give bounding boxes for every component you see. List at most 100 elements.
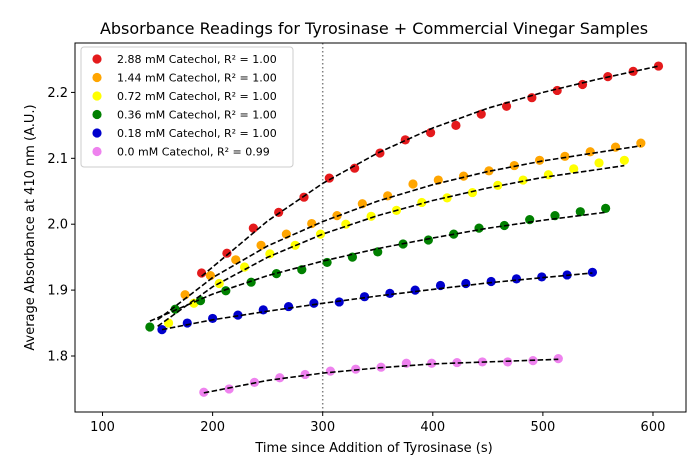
- data-point-series-5: [224, 384, 234, 394]
- x-axis-label: Time since Addition of Tyrosinase (s): [254, 441, 492, 456]
- legend-marker-series-5: [92, 146, 102, 157]
- legend-marker-series-1: [92, 72, 102, 83]
- data-point-series-0: [299, 192, 309, 202]
- data-point-series-3: [601, 203, 611, 213]
- data-point-series-0: [324, 173, 334, 183]
- x-tick-label: 600: [641, 420, 666, 435]
- data-point-series-5: [351, 364, 361, 374]
- legend: 2.88 mM Catechol, R² = 1.00 1.44 mM Catec…: [80, 46, 294, 168]
- data-point-series-4: [309, 298, 319, 308]
- data-point-series-1: [180, 290, 190, 300]
- data-point-series-3: [297, 265, 307, 275]
- data-point-series-4: [587, 267, 598, 277]
- axis-ticks: 100 200 300 400 500 600 1.8 1.9 2.0 2.1 2.2: [47, 86, 665, 435]
- data-point-series-5: [452, 357, 462, 368]
- legend-marker-series-3: [92, 109, 102, 120]
- data-point-series-0: [577, 79, 588, 90]
- data-point-series-0: [274, 207, 284, 217]
- x-tick-label: 100: [90, 420, 115, 435]
- data-point-series-4: [537, 272, 547, 282]
- axes-frame: [74, 42, 687, 413]
- data-point-series-1: [307, 218, 317, 229]
- data-point-series-4: [486, 276, 496, 287]
- data-point-series-2: [569, 164, 579, 174]
- data-point-series-2: [265, 249, 275, 259]
- data-point-series-3: [246, 277, 256, 287]
- data-point-series-0: [451, 120, 461, 130]
- data-point-series-5: [553, 354, 563, 364]
- legend-label-series-1: 1.44 mM Catechol, R² = 1.00: [117, 72, 277, 85]
- data-point-series-4: [385, 288, 395, 298]
- data-point-series-0: [425, 128, 436, 138]
- data-point-series-1: [585, 147, 595, 157]
- fit-line-series-4: [161, 272, 593, 331]
- data-point-series-3: [271, 269, 282, 279]
- data-point-series-4: [334, 297, 344, 307]
- data-point-series-0: [375, 148, 385, 158]
- data-point-series-2: [239, 262, 250, 272]
- data-point-series-4: [461, 278, 471, 289]
- data-point-series-5: [275, 373, 285, 383]
- legend-box: [80, 46, 294, 168]
- data-point-series-2: [543, 170, 553, 180]
- y-axis-label: Average Absorbance at 410 nm (A.U.): [23, 104, 38, 350]
- y-tick-label: 2.2: [47, 86, 68, 101]
- x-tick-label: 500: [530, 420, 555, 435]
- legend-marker-series-2: [92, 91, 102, 101]
- data-point-series-0: [501, 101, 512, 111]
- legend-label-series-4: 0.18 mM Catechol, R² = 1.00: [117, 127, 277, 140]
- data-point-series-0: [350, 163, 360, 173]
- data-point-series-4: [511, 274, 522, 284]
- legend-label-series-5: 0.0 mM Catechol, R² = 0.99: [117, 146, 270, 159]
- data-point-series-4: [157, 325, 167, 335]
- data-point-series-3: [550, 211, 560, 221]
- data-point-series-0: [527, 93, 537, 103]
- data-point-series-5: [427, 358, 437, 368]
- x-tick-label: 300: [310, 420, 335, 435]
- data-point-series-1: [560, 151, 570, 161]
- fit-line-series-0: [201, 65, 659, 277]
- data-point-series-4: [283, 301, 294, 312]
- y-tick-label: 2.0: [47, 218, 68, 233]
- data-point-series-2: [467, 187, 478, 198]
- legend-label-series-0: 2.88 mM Catechol, R² = 1.00: [117, 53, 277, 66]
- data-point-series-0: [653, 61, 664, 71]
- legend-label-series-2: 0.72 mM Catechol, R² = 1.00: [117, 90, 277, 103]
- data-point-series-3: [423, 235, 433, 245]
- data-point-series-1: [484, 166, 494, 176]
- x-tick-label: 400: [420, 420, 445, 435]
- data-point-series-4: [410, 285, 420, 295]
- data-point-series-3: [575, 207, 585, 217]
- data-point-series-2: [315, 229, 326, 239]
- data-point-series-0: [222, 248, 232, 258]
- data-point-series-2: [442, 193, 452, 203]
- plot-area: [145, 43, 664, 412]
- chart-title: Absorbance Readings for Tyrosinase + Com…: [100, 19, 648, 38]
- fit-line-series-1: [157, 145, 642, 321]
- data-point-series-2: [594, 158, 604, 168]
- data-point-series-5: [325, 366, 336, 376]
- data-point-series-0: [248, 223, 258, 233]
- data-point-series-3: [145, 322, 155, 332]
- data-point-series-2: [619, 155, 629, 165]
- data-point-series-4: [208, 313, 218, 324]
- fit-line-series-2: [157, 164, 625, 327]
- data-point-series-5: [300, 369, 310, 380]
- data-point-series-1: [357, 199, 367, 209]
- data-point-series-1: [636, 138, 646, 148]
- legend-marker-series-0: [92, 54, 102, 64]
- data-point-series-2: [366, 211, 376, 221]
- x-tick-label: 200: [200, 420, 225, 435]
- data-point-series-3: [474, 223, 484, 233]
- fit-line-series-5: [203, 358, 559, 394]
- data-point-series-1: [509, 160, 519, 171]
- y-tick-label: 1.9: [47, 284, 68, 299]
- data-point-series-4: [359, 292, 370, 302]
- y-tick-label: 2.1: [47, 152, 68, 167]
- data-point-series-3: [322, 257, 332, 268]
- y-tick-label: 1.8: [47, 349, 68, 364]
- data-point-series-3: [221, 286, 231, 296]
- legend-label-series-3: 0.36 mM Catechol, R² = 1.00: [117, 109, 277, 122]
- data-point-series-1: [534, 155, 545, 165]
